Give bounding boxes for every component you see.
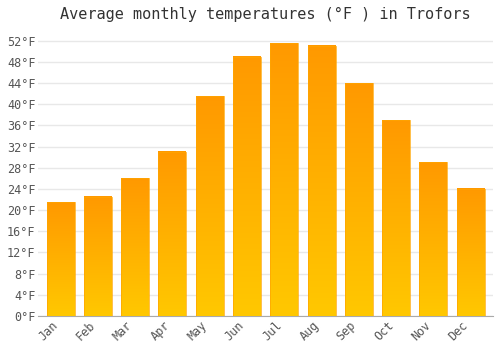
Bar [270, 43, 298, 316]
Bar [456, 189, 484, 316]
Bar [382, 120, 410, 316]
Bar [84, 197, 112, 316]
Bar [345, 83, 373, 316]
Bar [196, 96, 224, 316]
Bar [121, 178, 149, 316]
Bar [420, 162, 448, 316]
Bar [46, 202, 74, 316]
Title: Average monthly temperatures (°F ) in Trofors: Average monthly temperatures (°F ) in Tr… [60, 7, 471, 22]
Bar [158, 152, 186, 316]
Bar [233, 57, 261, 316]
Bar [308, 46, 336, 316]
